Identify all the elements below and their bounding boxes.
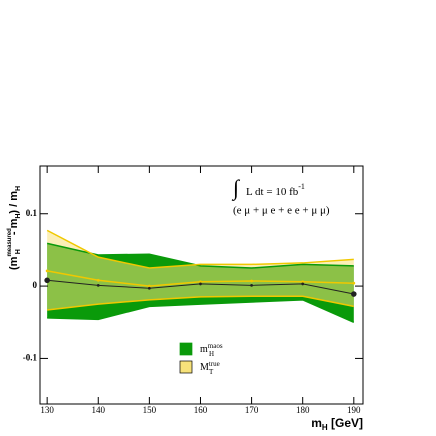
legend-swatch xyxy=(179,360,193,374)
x-label-main: m xyxy=(311,416,322,430)
x-axis-label: mH [GeV] xyxy=(311,416,363,432)
band-area xyxy=(47,230,354,310)
annotation-lumi: L dt = 10 fb-1 xyxy=(246,182,305,198)
point xyxy=(199,282,202,286)
lumi-text: L dt = 10 fb xyxy=(246,186,299,198)
legend-sub: H xyxy=(209,350,214,358)
y-axis-label-group: (mmeasured H- mH) / mH xyxy=(7,186,22,270)
y-label-part: measured xyxy=(7,228,13,257)
legend-label: Mtrue T xyxy=(200,360,220,376)
band-edge xyxy=(46,229,354,269)
y-label-part: ) / m xyxy=(8,191,20,214)
x-tick-label: 140 xyxy=(92,405,106,415)
y-axis-label: (mmeasured H- mH) / mH xyxy=(7,186,22,270)
annotation-channels: (e μ + μ e + e e + μ μ) xyxy=(233,205,330,217)
plot-frame xyxy=(39,165,364,405)
point xyxy=(96,283,100,287)
legend-label: mmaos H xyxy=(200,342,223,358)
x-tick-label: 150 xyxy=(143,405,157,415)
legend-sup: maos xyxy=(208,342,223,350)
lumi-sup: -1 xyxy=(298,182,305,191)
x-tick-label: 160 xyxy=(194,405,208,415)
legend-sup: true xyxy=(209,360,220,368)
point xyxy=(199,280,202,284)
legend-swatch xyxy=(179,342,193,356)
point xyxy=(301,282,305,286)
band-edge xyxy=(47,299,355,323)
point xyxy=(44,277,50,284)
point xyxy=(301,280,305,284)
annotation-integral: ∫ xyxy=(231,175,241,201)
point xyxy=(45,269,49,273)
y-label-part: (m xyxy=(8,256,20,270)
point xyxy=(147,284,151,288)
legend-sub: T xyxy=(209,368,214,376)
x-tick-label: 170 xyxy=(245,405,259,415)
x-tick-label: 130 xyxy=(40,405,54,415)
band-edge xyxy=(46,242,354,269)
point xyxy=(352,281,356,285)
x-tick-label: 180 xyxy=(296,405,310,415)
point xyxy=(250,279,253,283)
y-label-part: H xyxy=(15,186,22,191)
y-tick-label: 0.1 xyxy=(26,208,38,218)
point xyxy=(250,283,253,287)
y-label-part: - m xyxy=(8,218,20,235)
y-tick-label: -0.1 xyxy=(23,352,38,362)
x-label-sub: H xyxy=(322,423,328,432)
legend-name: M xyxy=(200,362,209,373)
legend-name: m xyxy=(200,344,208,355)
point xyxy=(147,286,151,290)
point xyxy=(96,278,100,282)
point xyxy=(351,291,357,297)
y-label-part: H xyxy=(15,249,22,254)
band-edge xyxy=(47,295,354,311)
y-label-part: H xyxy=(15,214,22,219)
x-label-rest: [GeV] xyxy=(328,416,363,430)
x-tick-label: 190 xyxy=(347,405,361,415)
y-tick-label: 0 xyxy=(33,280,38,290)
